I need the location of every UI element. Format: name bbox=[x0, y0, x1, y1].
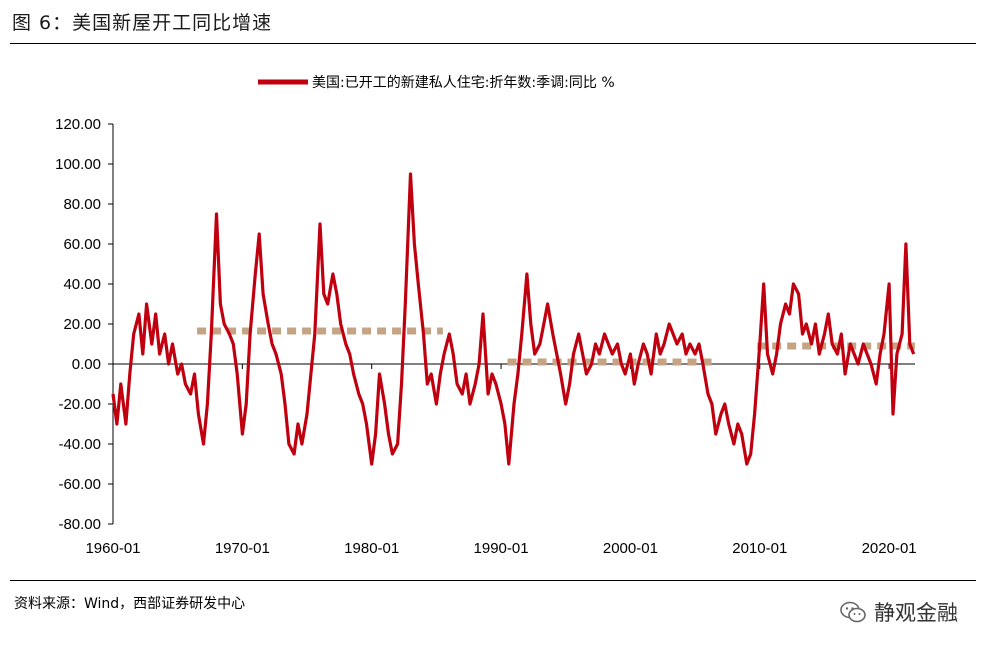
series-line bbox=[111, 172, 916, 466]
y-tick-label: 20.00 bbox=[63, 316, 101, 333]
x-tick-label: 2020-01 bbox=[862, 540, 917, 557]
x-tick-label: 2010-01 bbox=[732, 540, 787, 557]
y-tick-label: -20.00 bbox=[58, 396, 101, 413]
figure-title: 图 6：美国新屋开工同比增速 bbox=[12, 12, 273, 34]
y-tick-label: 80.00 bbox=[63, 196, 101, 213]
watermark-text: 静观金融 bbox=[874, 601, 958, 625]
y-tick-label: 40.00 bbox=[63, 276, 101, 293]
line-chart: 美国:已开工的新建私人住宅:折年数:季调:同比 % 120.00 100.00 80… bbox=[55, 75, 917, 557]
plot-area bbox=[111, 172, 916, 466]
y-tick-label: -60.00 bbox=[58, 476, 101, 493]
y-tick-label: -40.00 bbox=[58, 436, 101, 453]
y-tick-label: 100.00 bbox=[55, 156, 101, 173]
axes: 120.00 100.00 80.00 60.00 40.00 20.00 0.00 -20.… bbox=[55, 116, 917, 557]
source-rule bbox=[10, 580, 976, 581]
y-tick-label: -80.00 bbox=[58, 516, 101, 533]
y-tick-label: 120.00 bbox=[55, 116, 101, 133]
chart-legend: 美国:已开工的新建私人住宅:折年数:季调:同比 % bbox=[258, 75, 615, 91]
x-tick-label: 1990-01 bbox=[474, 540, 529, 557]
average-lines bbox=[197, 327, 915, 366]
source-note: 资料来源：Wind，西部证券研发中心 bbox=[14, 596, 246, 612]
title-rule bbox=[10, 43, 976, 44]
y-tick-label: 60.00 bbox=[63, 236, 101, 253]
watermark: 静观金融 bbox=[840, 597, 958, 627]
x-tick-label: 1960-01 bbox=[85, 540, 140, 557]
x-tick-label: 2000-01 bbox=[603, 540, 658, 557]
wechat-icon bbox=[840, 601, 866, 623]
y-tick-label: 0.00 bbox=[72, 356, 101, 373]
x-tick-label: 1970-01 bbox=[215, 540, 270, 557]
x-tick-label: 1980-01 bbox=[344, 540, 399, 557]
legend-label: 美国:已开工的新建私人住宅:折年数:季调:同比 % bbox=[312, 75, 615, 91]
